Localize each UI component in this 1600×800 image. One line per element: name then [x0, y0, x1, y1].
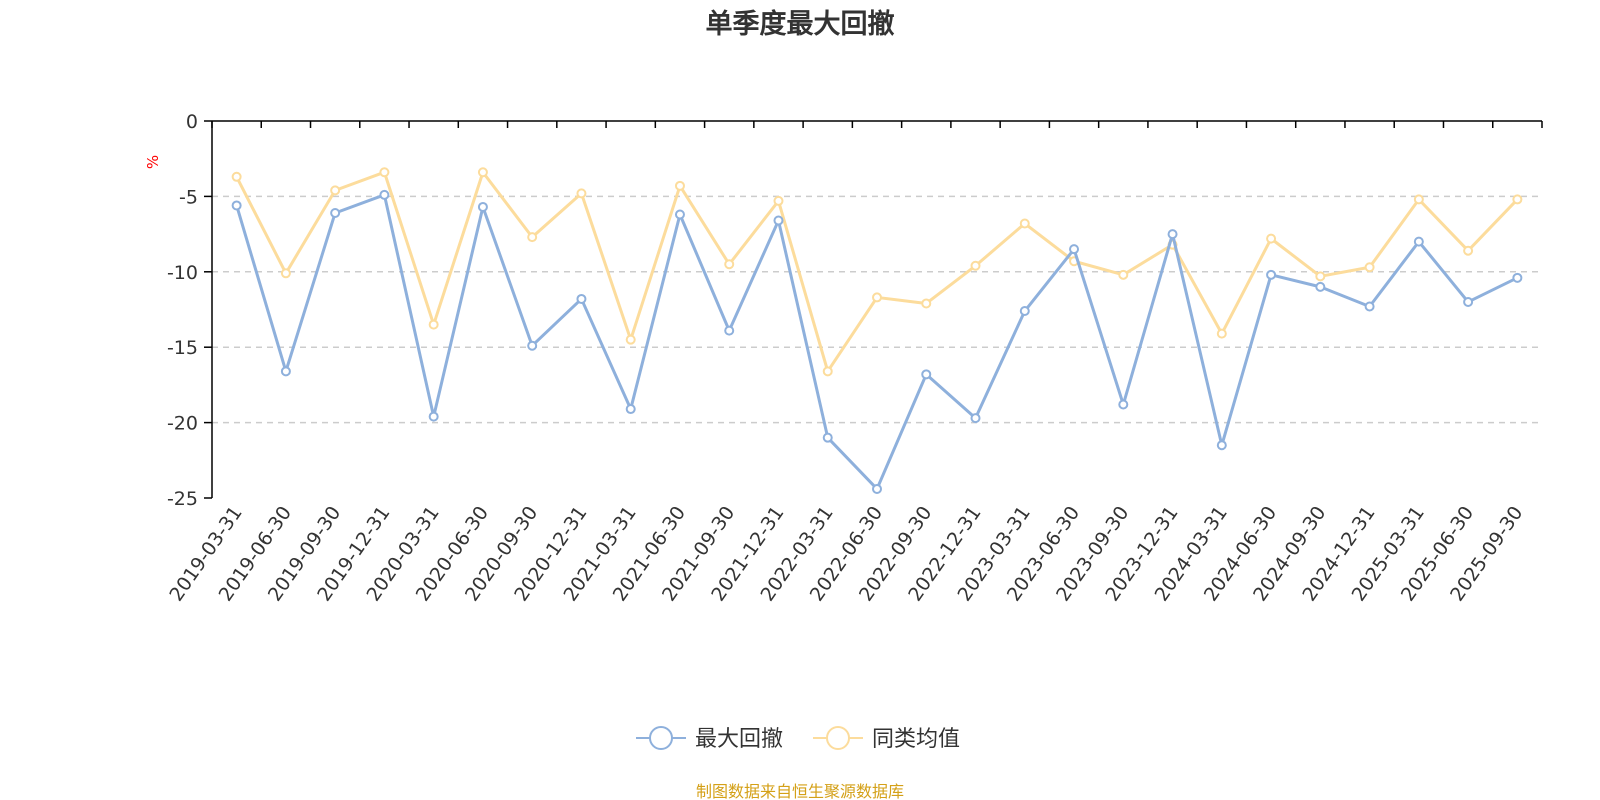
y-tick-label: -5: [179, 186, 198, 208]
y-tick-label: -10: [167, 262, 198, 284]
series-peer-average: [231, 167, 1523, 377]
y-tick-label: -15: [167, 337, 198, 359]
data-point: [1069, 244, 1080, 255]
data-point: [1266, 269, 1277, 280]
data-point: [576, 188, 587, 199]
data-point: [330, 207, 341, 218]
data-point: [1167, 229, 1178, 240]
data-point: [576, 293, 587, 304]
grid-layer: [212, 195, 1542, 424]
data-point: [231, 200, 242, 211]
data-point: [527, 232, 538, 243]
legend-item-max-drawdown: 最大回撤: [636, 726, 783, 752]
data-point: [280, 268, 291, 279]
data-point: [724, 259, 735, 270]
y-unit-label: %: [144, 155, 162, 169]
data-point: [1413, 194, 1424, 205]
source-note: 制图数据来自恒生聚源数据库: [695, 782, 904, 800]
data-point: [921, 298, 932, 309]
data-point: [1463, 296, 1474, 307]
data-point: [231, 171, 242, 182]
data-point: [527, 340, 538, 351]
data-point: [674, 180, 685, 191]
data-point: [1118, 399, 1129, 410]
data-point: [1364, 301, 1375, 312]
data-point: [1463, 245, 1474, 256]
data-point: [1315, 281, 1326, 292]
legend-label: 最大回撤: [695, 727, 783, 752]
data-point: [280, 366, 291, 377]
data-point: [477, 167, 488, 178]
data-point: [477, 201, 488, 212]
data-point: [872, 483, 882, 494]
data-point: [1512, 272, 1523, 283]
data-point: [625, 334, 636, 345]
data-point: [1019, 218, 1030, 229]
data-point: [1315, 271, 1326, 282]
data-point: [428, 319, 439, 330]
data-point: [1118, 269, 1129, 280]
data-point: [822, 366, 833, 377]
y-tick-label: -25: [167, 488, 198, 510]
chart-title: 单季度最大回撤: [705, 9, 895, 40]
data-point: [724, 325, 735, 336]
data-point: [674, 209, 685, 220]
legend-label: 同类均值: [872, 727, 960, 752]
legend-item-peer-average: 同类均值: [813, 726, 960, 752]
data-point: [773, 215, 784, 226]
data-point: [379, 189, 390, 200]
data-point: [822, 432, 833, 443]
data-point: [1266, 233, 1277, 244]
legend-marker-icon: [649, 726, 673, 750]
series-line: [235, 193, 1519, 491]
data-point: [379, 167, 390, 178]
data-point: [428, 411, 439, 422]
y-tick-label: -20: [167, 413, 198, 435]
data-point: [773, 195, 784, 206]
y-tick-label: 0: [186, 111, 198, 133]
data-point: [970, 260, 981, 271]
data-point: [625, 404, 636, 415]
series-max-drawdown: [231, 189, 1523, 494]
data-point: [872, 292, 882, 303]
series-layer: [231, 167, 1523, 494]
data-point: [1512, 194, 1523, 205]
data-point: [1364, 262, 1375, 273]
legend-marker-icon: [826, 726, 850, 750]
data-point: [1413, 236, 1424, 247]
data-point: [970, 413, 981, 424]
data-point: [921, 369, 932, 380]
data-point: [1216, 328, 1227, 339]
data-point: [330, 185, 341, 196]
data-point: [1216, 440, 1227, 451]
legend: 最大回撤 同类均值: [636, 726, 960, 752]
data-point: [1019, 306, 1030, 317]
